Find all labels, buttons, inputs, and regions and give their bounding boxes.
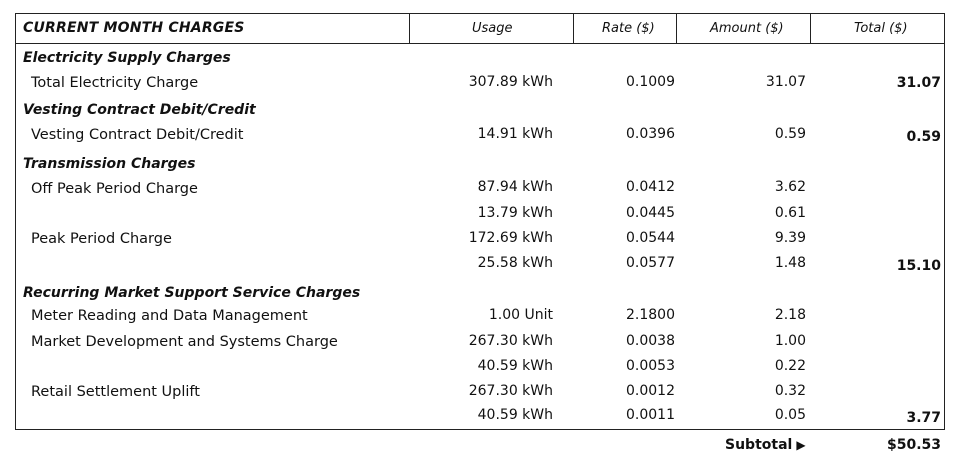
charge-label: Peak Period Charge <box>31 231 172 247</box>
amount-value: 0.05 <box>774 407 806 423</box>
section-heading: Vesting Contract Debit/Credit <box>23 102 256 118</box>
section-total: 3.77 <box>906 410 941 426</box>
rate-column-header: Rate ($) <box>602 21 655 36</box>
rate-value: 2.1800 <box>626 307 675 323</box>
charge-label: Vesting Contract Debit/Credit <box>31 127 244 143</box>
amount-value: 2.18 <box>774 307 806 323</box>
amount-value: 9.39 <box>774 230 806 246</box>
header-divider <box>676 13 677 44</box>
usage-value: 1.00 Unit <box>488 307 553 323</box>
usage-value: 14.91 kWh <box>477 126 553 142</box>
charge-label: Retail Settlement Uplift <box>31 384 200 400</box>
section-heading: Electricity Supply Charges <box>23 50 231 66</box>
amount-value: 0.32 <box>774 383 806 399</box>
section-total: 15.10 <box>896 258 941 274</box>
rate-value: 0.0053 <box>626 358 675 374</box>
usage-value: 40.59 kWh <box>477 358 553 374</box>
subtotal-label-text: Subtotal <box>725 437 793 453</box>
rate-value: 0.0544 <box>626 230 675 246</box>
usage-column-header: Usage <box>472 21 513 36</box>
amount-value: 1.00 <box>774 333 806 349</box>
charge-label: Market Development and Systems Charge <box>31 334 338 350</box>
rate-value: 0.1009 <box>626 74 675 90</box>
amount-value: 3.62 <box>774 179 806 195</box>
rate-value: 0.0012 <box>626 383 675 399</box>
usage-value: 25.58 kWh <box>477 255 553 271</box>
charge-label: Total Electricity Charge <box>31 75 199 91</box>
rate-value: 0.0412 <box>626 179 675 195</box>
amount-value: 0.22 <box>774 358 806 374</box>
rate-value: 0.0038 <box>626 333 675 349</box>
section-heading: Recurring Market Support Service Charges <box>23 285 361 301</box>
amount-value: 31.07 <box>765 74 806 90</box>
usage-value: 267.30 kWh <box>468 333 553 349</box>
amount-value: 0.59 <box>774 126 806 142</box>
amount-value: 1.48 <box>774 255 806 271</box>
rate-value: 0.0577 <box>626 255 675 271</box>
charge-label: Off Peak Period Charge <box>31 181 198 197</box>
rate-value: 0.0011 <box>626 407 675 423</box>
subtotal-label: Subtotal ▶ <box>725 437 806 453</box>
header-divider <box>409 13 410 44</box>
header-divider <box>810 13 811 44</box>
section-total: 0.59 <box>906 129 941 145</box>
subtotal-value: $50.53 <box>886 437 941 453</box>
amount-value: 0.61 <box>774 205 806 221</box>
table-title: CURRENT MONTH CHARGES <box>23 20 245 36</box>
charge-label: Meter Reading and Data Management <box>31 308 308 324</box>
play-arrow-icon: ▶ <box>796 438 806 452</box>
usage-value: 267.30 kWh <box>468 383 553 399</box>
usage-value: 40.59 kWh <box>477 407 553 423</box>
section-total: 31.07 <box>896 75 941 91</box>
header-divider <box>573 13 574 44</box>
usage-value: 13.79 kWh <box>477 205 553 221</box>
amount-column-header: Amount ($) <box>710 21 784 36</box>
usage-value: 172.69 kWh <box>468 230 553 246</box>
usage-value: 87.94 kWh <box>477 179 553 195</box>
total-column-header: Total ($) <box>854 21 908 36</box>
section-heading: Transmission Charges <box>23 156 196 172</box>
usage-value: 307.89 kWh <box>468 74 553 90</box>
rate-value: 0.0396 <box>626 126 675 142</box>
table-header-row <box>15 13 945 44</box>
rate-value: 0.0445 <box>626 205 675 221</box>
